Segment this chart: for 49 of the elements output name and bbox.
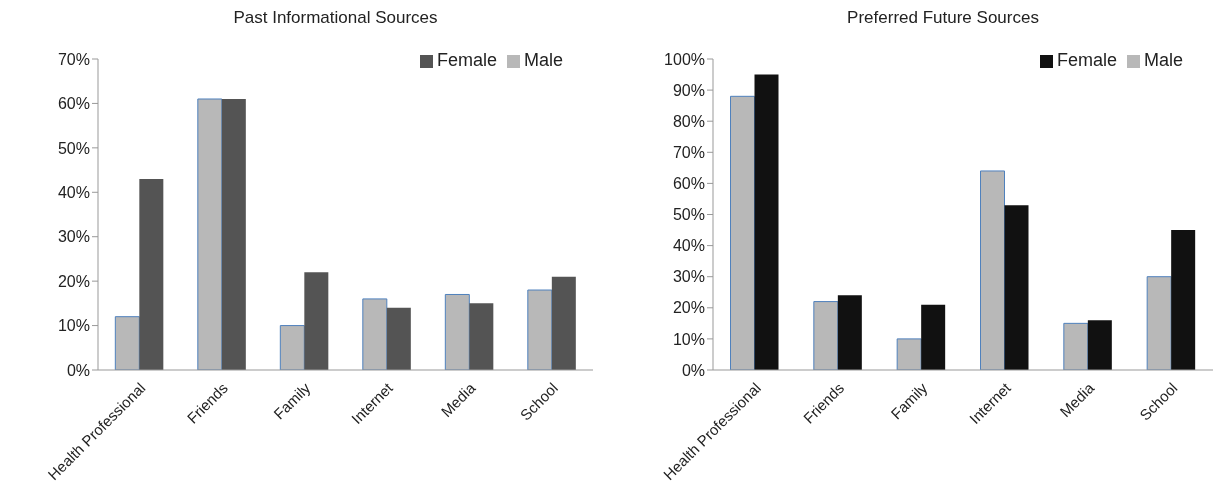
y-tick-label: 10% [57,317,90,335]
bar [980,170,1005,370]
chart-title: Preferred Future Sources [846,8,1040,29]
bar [1087,320,1112,370]
y-tick-label: 60% [57,95,90,113]
bar [754,74,779,370]
legend-label: Female [436,50,497,70]
bar [1063,322,1089,370]
bar [1146,276,1172,370]
bar [114,316,140,370]
y-tick-label: 30% [672,268,705,286]
legend-label: Male [1143,50,1183,70]
bar [362,298,388,370]
bar [469,303,494,370]
y-tick-label: 70% [57,50,90,68]
bar [551,276,576,370]
y-tick-label: 50% [57,139,90,157]
y-tick-label: 10% [672,330,705,348]
y-tick-label: 30% [57,228,90,246]
bar [279,325,305,370]
y-tick-label: 20% [57,272,90,290]
bar [813,301,839,370]
y-tick-label: 60% [672,175,705,193]
y-tick-label: 50% [672,206,705,224]
bar [221,98,246,370]
bar [386,307,411,370]
bar [1004,205,1029,370]
y-tick-label: 70% [672,143,705,161]
y-tick-label: 90% [672,81,705,99]
legend-label: Male [523,50,563,70]
bar [730,95,755,370]
y-tick-label: 0% [681,361,705,379]
bar [896,338,922,370]
bar [444,293,470,370]
y-tick-label: 40% [672,237,705,255]
y-tick-label: 40% [57,183,90,201]
bar [921,304,946,370]
bar [1171,230,1196,370]
bar [139,178,164,370]
y-tick-label: 0% [66,361,90,379]
y-tick-label: 100% [664,50,705,68]
bar [527,289,553,370]
y-tick-label: 80% [672,112,705,130]
bar [304,272,329,370]
y-tick-label: 20% [672,299,705,317]
bar [197,98,223,370]
bar [837,295,862,370]
chart-title: Past Informational Sources [232,8,439,29]
legend-label: Female [1056,50,1117,70]
